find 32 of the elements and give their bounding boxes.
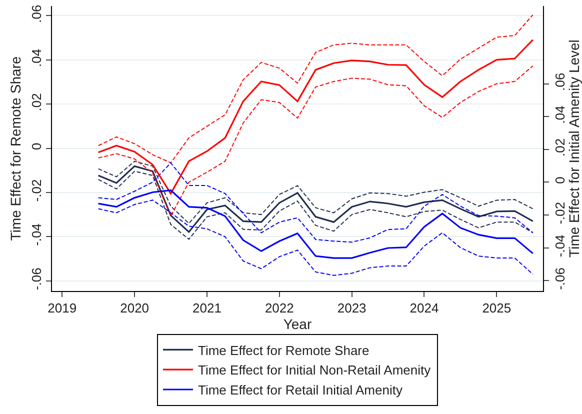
line-series (98, 189, 534, 259)
x-tick-label: 2023 (337, 300, 366, 316)
y2-tick-label: .06 (552, 72, 568, 91)
y-tick-label: -.06 (28, 268, 44, 290)
legend-label: Time Effect for Retail Initial Amenity (198, 382, 403, 398)
x-tick-label: 2024 (410, 300, 439, 316)
y2-tick-label: 0 (552, 176, 568, 184)
y2-axis-title: Time Effect for Initial Amenity Level (566, 40, 582, 258)
y-tick-label: .02 (28, 93, 44, 112)
x-tick-label: 2025 (482, 300, 512, 316)
line-series (98, 14, 534, 164)
y-axis-title: Time Effect for Remote Share (7, 56, 24, 241)
y-tick-label: 0 (28, 142, 44, 150)
x-tick-label: 2022 (264, 300, 294, 316)
y2-tick-label: -.04 (552, 234, 568, 258)
x-axis-title: Year (283, 316, 312, 332)
legend-label: Time Effect for Remote Share (198, 342, 370, 358)
y2-tick-label: -.02 (552, 202, 568, 224)
legend-label: Time Effect for Initial Non-Retail Amenity (198, 362, 432, 378)
x-tick-label: 2019 (48, 300, 77, 316)
line-series (98, 200, 534, 276)
y2-tick-label: .04 (552, 106, 568, 124)
y2-tick-label: .02 (552, 138, 568, 156)
y2-tick-label: -.06 (552, 268, 568, 290)
y-tick-label: -.02 (28, 179, 44, 202)
y-tick-label: .06 (28, 4, 44, 23)
line-series (98, 65, 534, 217)
line-series (98, 39, 534, 194)
x-tick-label: 2020 (120, 300, 150, 316)
y-tick-label: .04 (28, 48, 44, 67)
y-tick-label: -.04 (28, 223, 44, 246)
x-tick-label: 2021 (192, 300, 222, 316)
